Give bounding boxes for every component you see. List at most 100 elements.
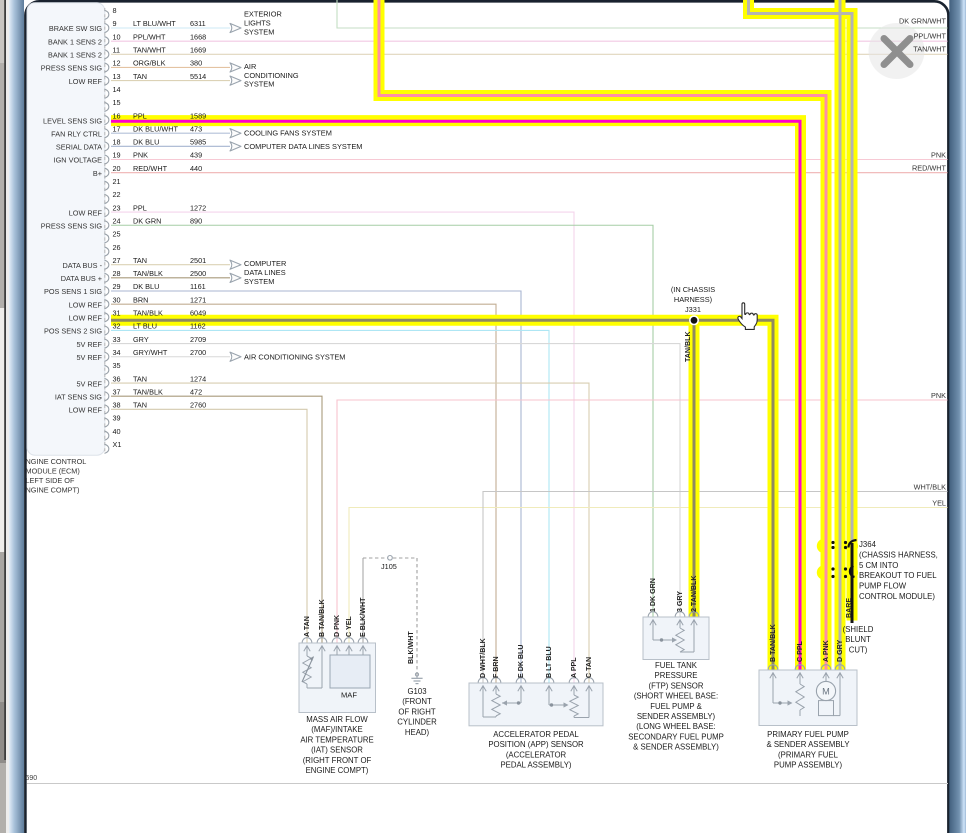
svg-text:SYSTEM: SYSTEM <box>244 277 274 286</box>
svg-text:15: 15 <box>113 98 121 107</box>
svg-text:SYSTEM: SYSTEM <box>244 80 274 89</box>
svg-text:(ACCELERATOR: (ACCELERATOR <box>506 750 567 759</box>
svg-text:J364: J364 <box>859 540 877 549</box>
svg-text:NGINE CONTROL: NGINE CONTROL <box>26 457 87 466</box>
svg-text:BARE: BARE <box>845 598 853 618</box>
svg-text:1274: 1274 <box>190 374 206 383</box>
svg-text:POS SENS 2 SIG: POS SENS 2 SIG <box>44 327 102 336</box>
svg-text:TAN: TAN <box>133 256 147 265</box>
svg-text:5V REF: 5V REF <box>76 379 102 388</box>
svg-text:14: 14 <box>113 85 121 94</box>
svg-text:NGINE COMPT): NGINE COMPT) <box>26 486 80 495</box>
svg-text:6311: 6311 <box>190 19 206 28</box>
svg-text:DK GRN: DK GRN <box>133 216 161 225</box>
svg-text:GRY/WHT: GRY/WHT <box>133 348 168 357</box>
svg-text:B TAN/BLK: B TAN/BLK <box>769 623 777 662</box>
svg-text:TAN/BLK: TAN/BLK <box>133 309 163 318</box>
svg-text:AIR TEMPERATURE: AIR TEMPERATURE <box>300 735 373 744</box>
svg-text:PRIMARY FUEL PUMP: PRIMARY FUEL PUMP <box>767 730 849 739</box>
svg-text:28: 28 <box>113 269 121 278</box>
svg-text:E DK BLU: E DK BLU <box>517 645 525 679</box>
svg-text:2709: 2709 <box>190 335 206 344</box>
svg-text:1162: 1162 <box>190 322 206 331</box>
svg-text:(FTP) SENSOR: (FTP) SENSOR <box>648 681 703 690</box>
svg-text:BANK 1 SENS 2: BANK 1 SENS 2 <box>48 37 102 46</box>
svg-text:23: 23 <box>113 203 121 212</box>
svg-text:TAN: TAN <box>133 374 147 383</box>
svg-text:OF RIGHT: OF RIGHT <box>398 707 435 716</box>
svg-text:5V REF: 5V REF <box>76 353 102 362</box>
svg-text:WHT/BLK: WHT/BLK <box>914 483 947 492</box>
svg-text:PPL: PPL <box>133 203 147 212</box>
svg-text:TAN/WHT: TAN/WHT <box>133 46 166 55</box>
svg-text:5V REF: 5V REF <box>76 340 102 349</box>
svg-text:2500: 2500 <box>190 269 206 278</box>
svg-text:16: 16 <box>113 111 121 120</box>
svg-text:1161: 1161 <box>190 282 206 291</box>
svg-text:POS SENS 1 SIG: POS SENS 1 SIG <box>44 287 102 296</box>
svg-text:2501: 2501 <box>190 256 206 265</box>
svg-text:LEFT SIDE OF: LEFT SIDE OF <box>26 476 75 485</box>
svg-text:1668: 1668 <box>190 32 206 41</box>
svg-text:473: 473 <box>190 124 202 133</box>
svg-text:J331: J331 <box>685 305 701 314</box>
svg-text:LOW REF: LOW REF <box>69 300 103 309</box>
svg-text:CONDITIONING: CONDITIONING <box>244 71 299 80</box>
svg-text:FUEL PUMP &: FUEL PUMP & <box>650 702 702 711</box>
svg-text:PPL/WHT: PPL/WHT <box>133 32 166 41</box>
svg-text:380: 380 <box>190 59 202 68</box>
svg-text:DATA BUS -: DATA BUS - <box>63 261 103 270</box>
svg-text:890: 890 <box>190 216 202 225</box>
svg-text:BREAKOUT TO FUEL: BREAKOUT TO FUEL <box>859 571 937 580</box>
svg-text:COOLING FANS SYSTEM: COOLING FANS SYSTEM <box>244 129 332 138</box>
svg-text:18: 18 <box>113 138 121 147</box>
svg-text:IGN VOLTAGE: IGN VOLTAGE <box>54 156 103 165</box>
svg-text:17: 17 <box>113 124 121 133</box>
svg-text:11: 11 <box>113 46 121 55</box>
svg-text:3 GRY: 3 GRY <box>676 591 684 612</box>
svg-text:TAN/BLK: TAN/BLK <box>133 387 163 396</box>
svg-text:(LONG WHEEL BASE:: (LONG WHEEL BASE: <box>636 722 715 731</box>
svg-text:37: 37 <box>113 387 121 396</box>
svg-text:A PNK: A PNK <box>822 639 830 662</box>
svg-text:J105: J105 <box>381 562 397 571</box>
svg-text:TAN: TAN <box>133 401 147 410</box>
svg-text:LIGHTS: LIGHTS <box>244 19 271 28</box>
svg-text:(MAF)/INTAKE: (MAF)/INTAKE <box>311 725 362 734</box>
svg-text:472: 472 <box>190 387 202 396</box>
svg-text:RED/WHT: RED/WHT <box>133 164 168 173</box>
svg-text:26: 26 <box>113 243 121 252</box>
svg-text:MODULE (ECM): MODULE (ECM) <box>26 467 80 476</box>
svg-text:DK BLU: DK BLU <box>133 138 159 147</box>
svg-text:(CHASSIS HARNESS,: (CHASSIS HARNESS, <box>859 550 938 559</box>
svg-text:(SHORT WHEEL BASE:: (SHORT WHEEL BASE: <box>634 692 718 701</box>
svg-text:PNK: PNK <box>133 151 148 160</box>
svg-text:LT BLU: LT BLU <box>133 322 157 331</box>
svg-text:HEAD): HEAD) <box>405 728 430 737</box>
svg-text:40: 40 <box>113 427 121 436</box>
svg-text:D WHT/BLK: D WHT/BLK <box>479 637 487 678</box>
svg-text:C YEL: C YEL <box>345 616 353 637</box>
svg-text:8: 8 <box>113 6 117 15</box>
svg-text:TAN/BLK: TAN/BLK <box>133 269 163 278</box>
svg-text:20: 20 <box>113 164 121 173</box>
svg-text:C PPL: C PPL <box>796 640 804 662</box>
svg-text:27: 27 <box>113 256 121 265</box>
svg-text:SYSTEM: SYSTEM <box>244 28 274 37</box>
svg-text:39: 39 <box>113 414 121 423</box>
svg-text:2760: 2760 <box>190 401 206 410</box>
svg-text:DK BLU: DK BLU <box>133 282 159 291</box>
svg-text:2 TAN/BLK: 2 TAN/BLK <box>690 575 698 612</box>
svg-text:690: 690 <box>26 775 38 782</box>
svg-text:B LT BLU: B LT BLU <box>545 646 553 678</box>
svg-text:A PPL: A PPL <box>570 657 578 678</box>
svg-text:A TAN: A TAN <box>303 616 311 637</box>
svg-text:D PNK: D PNK <box>333 614 341 637</box>
svg-text:FAN RLY CTRL: FAN RLY CTRL <box>51 129 102 138</box>
svg-text:(RIGHT FRONT OF: (RIGHT FRONT OF <box>303 756 372 765</box>
svg-text:LOW REF: LOW REF <box>69 208 103 217</box>
svg-text:1589: 1589 <box>190 111 206 120</box>
svg-text:PRESSURE: PRESSURE <box>655 671 698 680</box>
svg-text:F BRN: F BRN <box>492 656 500 678</box>
svg-text:36: 36 <box>113 374 121 383</box>
